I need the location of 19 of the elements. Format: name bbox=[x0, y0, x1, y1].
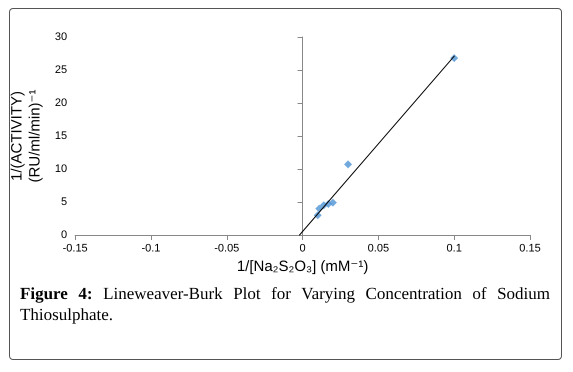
caption: Figure 4: Lineweaver-Burk Plot for Varying Concentration of Sodium Thiosulphate. bbox=[20, 283, 550, 325]
y-tick-label: 15 bbox=[54, 130, 68, 142]
y-tick-label: 30 bbox=[54, 31, 68, 43]
x-tick-label: -0.05 bbox=[214, 242, 240, 254]
x-tick-label: 0.15 bbox=[519, 242, 541, 254]
x-axis-title: 1/[Na₂S₂O₃] (mM⁻¹) bbox=[236, 258, 368, 275]
x-tick-label: -0.15 bbox=[62, 242, 88, 254]
y-tick-label: 20 bbox=[54, 97, 68, 109]
y-tick-label: 10 bbox=[54, 163, 68, 175]
point bbox=[328, 198, 337, 207]
x-tick-label: 0.1 bbox=[446, 242, 462, 254]
point bbox=[344, 160, 352, 168]
y-axis-title: 1/(ACTIVITY) (RU/ml/min)⁻¹ bbox=[8, 90, 44, 182]
y-tick-label: 5 bbox=[61, 196, 68, 208]
y-tick-label: 0 bbox=[61, 229, 68, 241]
x-tick-label: 0 bbox=[300, 242, 306, 254]
x-tick-label: -0.1 bbox=[141, 242, 160, 254]
y-tick-label: 25 bbox=[54, 64, 68, 76]
x-tick-label: 0.05 bbox=[368, 242, 390, 254]
